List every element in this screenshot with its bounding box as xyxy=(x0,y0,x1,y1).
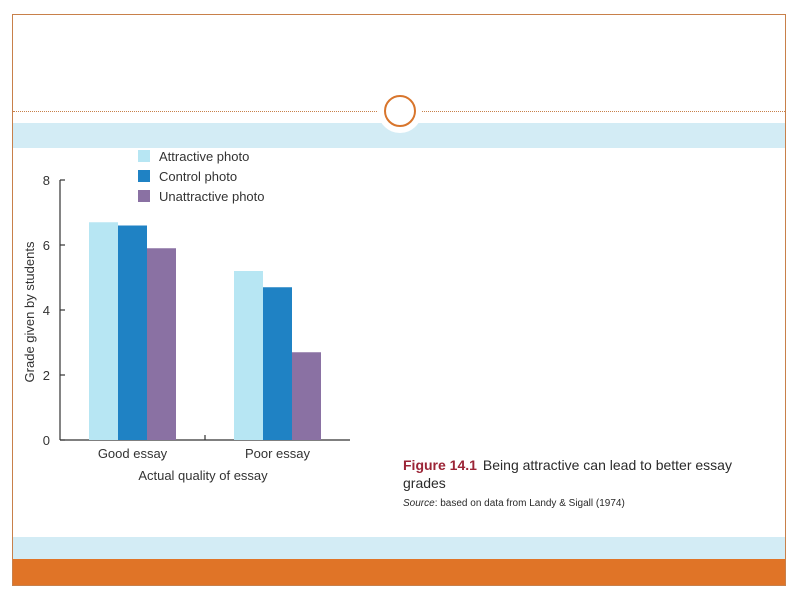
y-tick-label: 0 xyxy=(43,433,50,448)
source-label: Source xyxy=(403,498,435,509)
ornament-ring xyxy=(384,95,416,127)
legend-swatch xyxy=(138,190,150,202)
bar xyxy=(147,248,176,440)
legend-label: Control photo xyxy=(159,169,237,184)
y-tick-label: 6 xyxy=(43,238,50,253)
circle-ornament-icon xyxy=(378,89,422,133)
x-tick-label: Good essay xyxy=(98,446,168,461)
bar xyxy=(118,225,147,440)
bar xyxy=(89,222,118,440)
source-text: : based on data from Landy & Sigall (197… xyxy=(434,498,625,509)
y-tick-label: 8 xyxy=(43,173,50,188)
bar xyxy=(292,352,321,440)
bar xyxy=(234,271,263,440)
x-axis-title: Actual quality of essay xyxy=(138,468,268,483)
y-tick-label: 2 xyxy=(43,368,50,383)
legend-swatch xyxy=(138,170,150,182)
figure-source: Source: based on data from Landy & Sigal… xyxy=(403,498,773,509)
footer-bar xyxy=(13,559,785,585)
y-axis-title: Grade given by students xyxy=(22,241,37,382)
figure-caption: Figure 14.1 Being attractive can lead to … xyxy=(403,456,773,492)
bar xyxy=(263,287,292,440)
y-tick-label: 4 xyxy=(43,303,50,318)
figure-caption-text: Being attractive can lead to better essa… xyxy=(403,457,732,491)
slide-frame xyxy=(12,14,786,586)
legend-label: Unattractive photo xyxy=(159,189,265,204)
legend-swatch xyxy=(138,150,150,162)
footer-strip xyxy=(13,537,785,559)
x-tick-label: Poor essay xyxy=(245,446,311,461)
legend-label: Attractive photo xyxy=(159,149,249,164)
figure-label: Figure 14.1 xyxy=(403,457,477,473)
